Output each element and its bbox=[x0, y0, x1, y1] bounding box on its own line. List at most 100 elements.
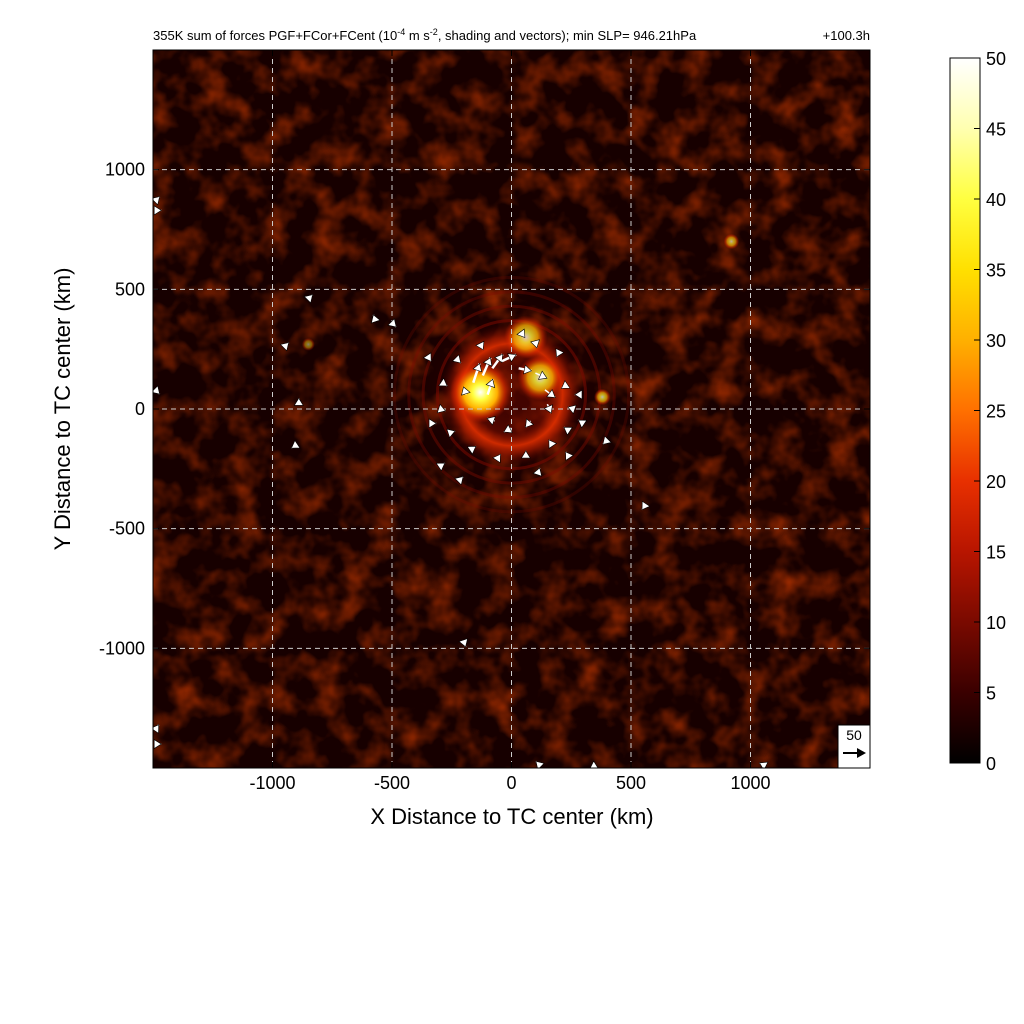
force-vector-head bbox=[153, 739, 162, 750]
force-vector-head bbox=[492, 453, 501, 464]
force-vector-head bbox=[538, 370, 548, 380]
force-vector-head bbox=[279, 342, 290, 352]
force-vector bbox=[492, 453, 502, 464]
force-vector bbox=[520, 450, 531, 459]
force-maximum bbox=[504, 315, 548, 359]
spiral-band bbox=[407, 290, 616, 499]
colorbar-tick-label: 0 bbox=[986, 754, 996, 774]
force-vector bbox=[436, 403, 447, 414]
reference-vector-legend: 50 bbox=[837, 724, 871, 769]
force-vector-head bbox=[370, 314, 381, 324]
force-vector bbox=[153, 739, 162, 750]
force-vector-head bbox=[451, 354, 462, 364]
force-vector bbox=[475, 340, 485, 351]
force-vector bbox=[567, 404, 577, 415]
force-vector-head bbox=[482, 357, 493, 367]
force-vector-head bbox=[589, 760, 599, 768]
colorbar-tick-label: 35 bbox=[986, 261, 1006, 281]
reference-vector-label: 50 bbox=[846, 727, 862, 743]
force-vector bbox=[451, 354, 462, 364]
force-vector bbox=[758, 761, 769, 768]
force-vector-head bbox=[153, 724, 160, 734]
y-axis-ticks: -1000 -500 0 500 1000 bbox=[99, 160, 870, 658]
force-vector-head bbox=[516, 328, 526, 338]
y-tick-label: -1000 bbox=[99, 638, 145, 658]
force-vector bbox=[438, 377, 448, 387]
force-vector bbox=[548, 439, 558, 449]
reference-vector-box bbox=[837, 724, 871, 769]
force-vector-head bbox=[555, 347, 565, 358]
force-vector-head bbox=[446, 428, 456, 439]
force-vector bbox=[422, 352, 432, 362]
force-vector-head bbox=[548, 439, 558, 449]
force-vector bbox=[524, 418, 535, 428]
force-vector-head bbox=[485, 378, 496, 388]
force-vector-head bbox=[436, 403, 447, 414]
force-vector bbox=[543, 403, 553, 414]
force-spot bbox=[593, 388, 611, 406]
force-vector bbox=[530, 339, 540, 349]
force-vector bbox=[491, 353, 504, 370]
force-vector-head bbox=[387, 318, 397, 328]
x-tick-label: -1000 bbox=[249, 773, 295, 793]
force-vector bbox=[544, 389, 556, 399]
force-vector-head bbox=[475, 340, 485, 351]
force-vector-head bbox=[520, 450, 531, 459]
force-vector bbox=[458, 638, 469, 648]
force-vector bbox=[481, 357, 493, 376]
force-vector-head bbox=[466, 446, 477, 455]
colorbar-tick-label: 10 bbox=[986, 613, 1006, 633]
force-vector bbox=[387, 318, 397, 328]
x-axis-label: X Distance to TC center (km) bbox=[370, 804, 653, 829]
force-vector-head bbox=[602, 435, 612, 445]
y-axis-label: Y Distance to TC center (km) bbox=[50, 268, 75, 551]
x-tick-label: 1000 bbox=[730, 773, 770, 793]
force-vector bbox=[564, 451, 574, 461]
force-vector bbox=[466, 445, 477, 455]
force-vectors bbox=[153, 196, 870, 768]
force-vector-head bbox=[543, 404, 553, 414]
force-vector-head bbox=[422, 352, 432, 362]
force-vector bbox=[279, 342, 290, 352]
force-vector bbox=[454, 476, 464, 486]
force-vector bbox=[641, 500, 651, 511]
force-maximum bbox=[449, 361, 512, 423]
colorbar-tick-label: 15 bbox=[986, 543, 1006, 563]
force-vector bbox=[293, 397, 304, 406]
force-vector bbox=[503, 424, 513, 434]
forecast-time-label: +100.3h bbox=[823, 28, 870, 43]
force-vector-head bbox=[435, 462, 446, 472]
force-vector bbox=[435, 462, 446, 472]
colorbar-tick-label: 45 bbox=[986, 120, 1006, 140]
y-tick-label: 0 bbox=[135, 399, 145, 419]
grid-lines bbox=[153, 50, 870, 768]
x-tick-label: 0 bbox=[506, 773, 516, 793]
force-vector bbox=[501, 353, 517, 363]
force-vector-head bbox=[428, 418, 437, 429]
reference-arrow-icon bbox=[843, 748, 866, 758]
colorbar-tick-label: 40 bbox=[986, 190, 1006, 210]
colorbar-ticks: 0 5 10 15 20 25 30 35 40 45 50 bbox=[974, 49, 1006, 774]
force-vector bbox=[428, 418, 437, 429]
force-vector-head bbox=[532, 467, 543, 477]
force-vector-head bbox=[758, 761, 769, 768]
force-vector-head bbox=[503, 424, 513, 434]
y-tick-label: -500 bbox=[109, 519, 145, 539]
force-vector bbox=[153, 205, 162, 216]
force-vector bbox=[535, 760, 545, 768]
force-vector-head bbox=[523, 364, 533, 375]
force-vector-head bbox=[563, 426, 573, 436]
force-vector bbox=[153, 196, 161, 206]
force-vector bbox=[574, 389, 583, 400]
force-vector-head bbox=[535, 760, 545, 768]
force-vector bbox=[535, 370, 548, 380]
force-vector-head bbox=[458, 638, 469, 648]
force-vector bbox=[370, 314, 381, 324]
force-vector-head bbox=[561, 380, 571, 389]
force-vector-head bbox=[567, 404, 577, 415]
plot-area bbox=[153, 50, 870, 768]
force-vector bbox=[516, 328, 526, 338]
force-vector-head bbox=[293, 397, 304, 406]
force-vector bbox=[485, 378, 496, 396]
